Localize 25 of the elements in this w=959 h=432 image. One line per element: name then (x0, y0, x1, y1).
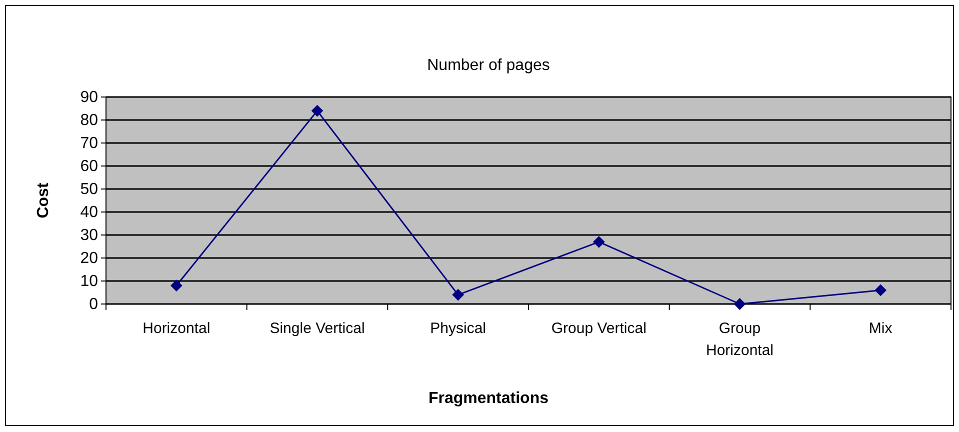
y-tick-label: 60 (80, 158, 98, 176)
point (874, 284, 887, 296)
point (734, 298, 746, 310)
y-tick-label: 0 (89, 296, 98, 314)
y-tick-label: 50 (80, 181, 98, 198)
point (592, 236, 605, 248)
y-tick-label: 80 (80, 112, 98, 130)
x-tick-label: Horizontal (142, 320, 210, 337)
y-tick-label: 90 (80, 89, 98, 106)
chart-title: Number of pages (427, 57, 550, 74)
point (170, 280, 182, 292)
y-tick-label: 70 (80, 135, 98, 152)
y-axis-title: Cost (35, 182, 52, 218)
x-tick-label: Single Vertical (270, 320, 365, 337)
x-tick-label: Group Vertical (551, 320, 646, 337)
y-tick-label: 30 (80, 227, 98, 244)
point (311, 104, 324, 117)
y-tick-label: 10 (80, 273, 98, 290)
y-tick-label: 20 (80, 250, 98, 268)
x-axis-title: Fragmentations (428, 390, 549, 407)
point (452, 288, 464, 301)
y-tick-label: 40 (80, 204, 98, 222)
x-tick-label: Group Horizontal (706, 320, 774, 359)
x-tick-label: Mix (868, 320, 893, 337)
x-tick-label: Physical (430, 320, 486, 337)
